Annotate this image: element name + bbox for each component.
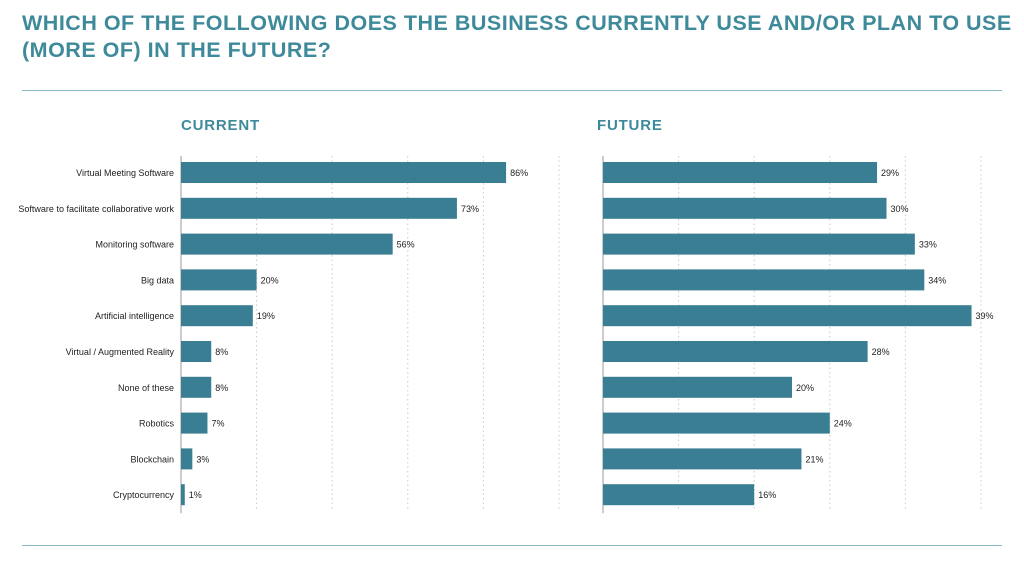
current-value-label: 1%: [189, 490, 202, 500]
future-value-label: 16%: [758, 490, 776, 500]
current-panel-title: CURRENT: [181, 117, 260, 134]
current-value-label: 20%: [261, 275, 279, 285]
current-bar: [181, 197, 457, 219]
future-bar: [603, 376, 792, 398]
future-value-label: 34%: [928, 275, 946, 285]
future-bar: [603, 197, 887, 219]
current-value-label: 73%: [461, 204, 479, 214]
current-bar: [181, 412, 208, 434]
current-bar: [181, 269, 257, 291]
future-value-label: 24%: [834, 419, 852, 429]
future-value-label: 39%: [976, 311, 994, 321]
current-category-label: Robotics: [139, 419, 175, 429]
current-value-label: 19%: [257, 311, 275, 321]
current-bar: [181, 233, 393, 255]
future-bar: [603, 448, 802, 470]
current-category-label: Cryptocurrency: [113, 490, 175, 500]
future-bar: [603, 305, 972, 327]
future-value-label: 28%: [872, 347, 890, 357]
future-bar: [603, 484, 755, 506]
current-value-label: 3%: [196, 454, 209, 464]
top-divider: [22, 90, 1002, 91]
future-bar: [603, 162, 878, 183]
current-bar: [181, 448, 193, 470]
future-value-label: 33%: [919, 240, 937, 250]
future-value-label: 20%: [796, 383, 814, 393]
future-bar: [603, 341, 868, 362]
current-category-label: Monitoring software: [95, 240, 174, 250]
future-bar: [603, 233, 915, 255]
current-bar: [181, 162, 507, 183]
future-value-label: 30%: [891, 204, 909, 214]
current-bar: [181, 341, 212, 362]
current-bar: [181, 484, 185, 506]
current-bar: [181, 305, 253, 327]
future-bar: [603, 269, 925, 291]
future-panel-title: FUTURE: [597, 117, 663, 134]
future-value-label: 21%: [805, 454, 823, 464]
current-category-label: Big data: [141, 275, 174, 285]
current-value-label: 8%: [215, 383, 228, 393]
current-value-label: 7%: [211, 419, 224, 429]
current-category-label: Software to facilitate collaborative wor…: [18, 204, 174, 214]
current-category-label: Artificial intelligence: [95, 311, 174, 321]
future-bar: [603, 412, 830, 434]
current-value-label: 8%: [215, 347, 228, 357]
current-value-label: 56%: [397, 240, 415, 250]
current-category-label: None of these: [118, 383, 174, 393]
current-category-label: Virtual Meeting Software: [76, 168, 174, 178]
current-value-label: 86%: [510, 168, 528, 178]
current-category-label: Blockchain: [130, 454, 174, 464]
bottom-divider: [22, 545, 1002, 546]
current-category-label: Virtual / Augmented Reality: [66, 347, 175, 357]
current-bar: [181, 376, 212, 398]
future-value-label: 29%: [881, 168, 899, 178]
page-title: WHICH OF THE FOLLOWING DOES THE BUSINESS…: [22, 11, 1012, 62]
